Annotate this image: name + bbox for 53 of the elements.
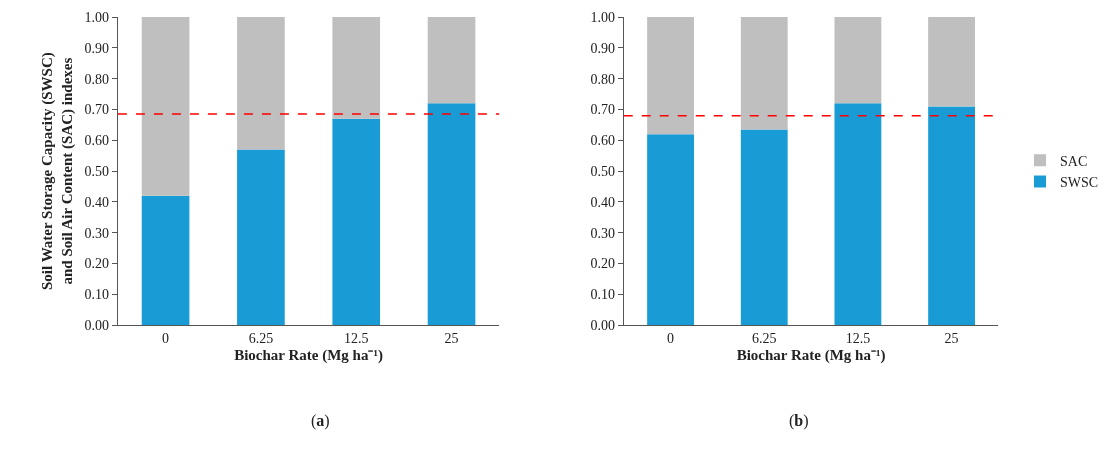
x-tick-label: 25	[944, 331, 959, 347]
y-tick-label: 0.10	[84, 287, 110, 303]
y-axis-title: Soil Water Storage Capacity (SWSC) and Soil Air Content (SAC) indexes	[39, 52, 76, 291]
y-tick-label: 0.80	[590, 71, 615, 87]
y-tick-label: 0.50	[84, 164, 110, 180]
x-axis-title: Biochar Rate (Mg ha⁻¹)	[234, 347, 383, 365]
bar	[237, 149, 285, 326]
bar	[740, 17, 788, 130]
y-tick-label: 0.00	[84, 318, 110, 334]
bar	[834, 17, 882, 104]
bar	[237, 17, 285, 150]
bar	[740, 129, 788, 326]
x-tick-label: 12.5	[845, 331, 871, 347]
y-tick-label: 0.20	[590, 256, 615, 272]
x-axis-title: Biochar Rate (Mg ha⁻¹)	[736, 347, 886, 365]
y-tick-label: 0.80	[84, 71, 110, 87]
y-tick-label: 0.60	[84, 133, 110, 149]
bar	[647, 134, 694, 326]
y-tick-label: 1.00	[84, 9, 110, 25]
bar	[427, 17, 476, 104]
legend-label: SWSC	[1060, 174, 1099, 190]
y-tick-label: 0.10	[590, 287, 615, 303]
y-tick-label: 0.30	[590, 225, 615, 241]
y-tick-label: 0.70	[84, 102, 110, 118]
bar	[332, 17, 381, 119]
bar	[928, 106, 975, 326]
y-tick-label: 0.60	[590, 133, 615, 149]
y-tick-label: 0.30	[84, 225, 110, 241]
y-tick-label: 0.90	[84, 40, 110, 56]
y-tick-label: 0.00	[590, 318, 615, 334]
x-tick-label: 6.25	[751, 331, 777, 347]
y-tick-label: 0.50	[590, 164, 615, 180]
bar	[834, 103, 882, 326]
bar	[141, 17, 190, 196]
bar	[141, 195, 190, 326]
y-tick-label: 1.00	[590, 9, 615, 25]
x-tick-label: 0	[162, 331, 170, 347]
x-tick-label: 6.25	[248, 331, 274, 347]
y-tick-label: 0.40	[590, 194, 615, 210]
bar	[427, 103, 476, 326]
y-tick-label: 0.70	[590, 102, 615, 118]
bar	[332, 118, 381, 326]
text: (a)	[311, 412, 330, 430]
y-tick-label: 0.90	[590, 40, 615, 56]
x-tick-label: 25	[444, 331, 459, 347]
text: (b)	[789, 412, 809, 430]
x-tick-label: 0	[667, 331, 675, 347]
x-tick-label: 12.5	[343, 331, 369, 347]
y-tick-label: 0.20	[84, 256, 110, 272]
y-tick-label: 0.40	[84, 194, 110, 210]
bar	[928, 17, 975, 107]
legend-label: SAC	[1060, 153, 1088, 169]
bar	[647, 17, 694, 135]
